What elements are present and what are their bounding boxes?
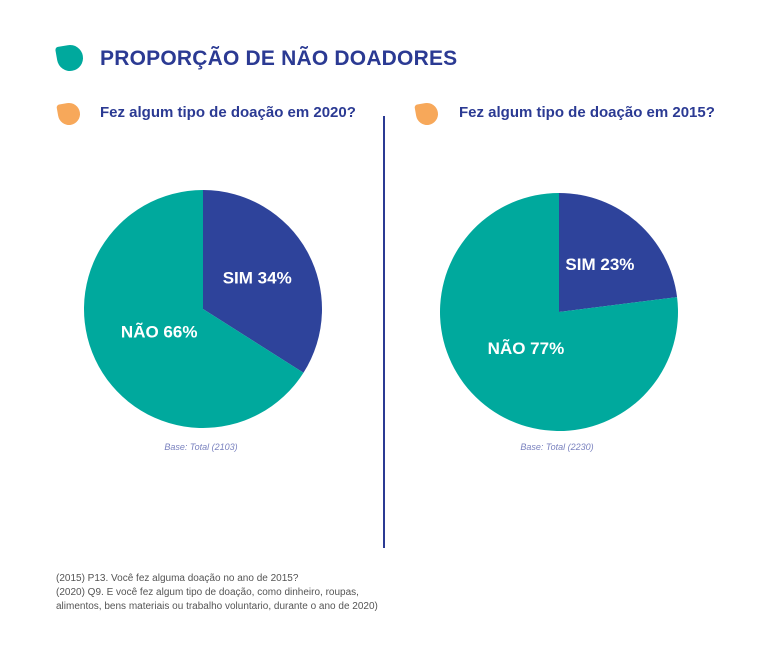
footnotes: (2015) P13. Você fez alguma doação no an… <box>56 572 476 614</box>
divider <box>383 116 385 548</box>
pie-label-sim: SIM 34% <box>223 269 292 288</box>
pie-label-sim: SIM 23% <box>565 255 634 274</box>
chart-2020-drop-icon <box>56 101 82 127</box>
footnote-line: alimentos, bens materiais ou trabalho vo… <box>56 601 378 612</box>
pie-label-não: NÃO 66% <box>121 322 198 342</box>
title-drop-icon <box>54 42 86 74</box>
pie-slice-sim <box>559 193 678 312</box>
footnote-line: (2015) P13. Você fez alguma doação no an… <box>56 573 299 584</box>
page-title: PROPORÇÃO DE NÃO DOADORES <box>100 47 458 70</box>
chart-2015-drop-icon <box>414 101 440 127</box>
chart-2015-base-note: Base: Total (2230) <box>520 442 594 452</box>
chart-2020-title: Fez algum tipo de doação em 2020? <box>100 104 356 121</box>
pie-label-não: NÃO 77% <box>488 338 565 358</box>
pie-slice-sim <box>203 190 322 373</box>
footnote-line: (2020) Q9. E você fez algum tipo de doaç… <box>56 587 359 598</box>
chart-2015-title: Fez algum tipo de doação em 2015? <box>459 104 715 121</box>
pie-chart-2020: SIM 34% NÃO 66% <box>83 190 322 428</box>
pie-chart-2015: SIM 23% NÃO 77% <box>440 193 678 431</box>
pie-slice-não <box>83 190 304 428</box>
pie-slice-não <box>440 193 678 431</box>
chart-2020-base-note: Base: Total (2103) <box>164 442 238 452</box>
